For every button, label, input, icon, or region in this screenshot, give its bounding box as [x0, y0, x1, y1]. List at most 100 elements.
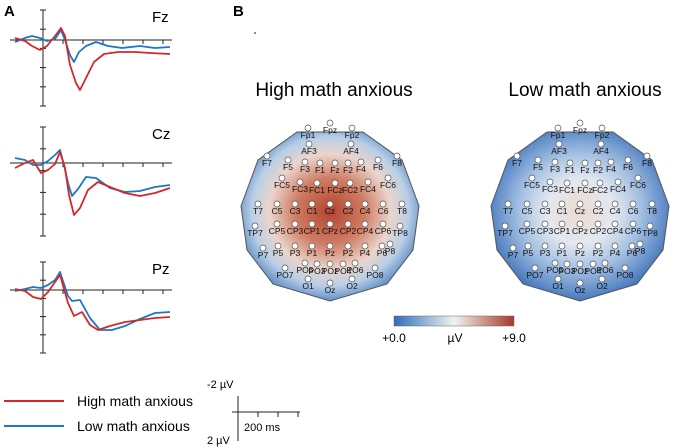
scale-top-label: -2 µV: [207, 379, 234, 391]
electrode-fc4: [614, 178, 622, 186]
colorbar-gradient: [393, 315, 515, 327]
electrode-f2: [344, 159, 352, 167]
electrode-po7: [531, 264, 539, 272]
electrode-label: O1: [302, 281, 314, 291]
electrode-label: CP3: [287, 226, 304, 236]
electrode-label: FC6: [380, 180, 396, 190]
electrode-label: Pz: [575, 248, 585, 258]
erp-plot-fz: Fz: [10, 9, 172, 107]
electrode-label: Cz: [575, 206, 585, 216]
electrode-label: CP1: [304, 226, 321, 236]
electrode-label: PO7: [526, 270, 543, 280]
electrode-fz: [581, 159, 589, 167]
electrode-label: Cz: [325, 206, 335, 216]
electrode-c3: [541, 200, 549, 208]
electrode-af3: [555, 140, 563, 148]
electrode-fp1: [304, 124, 312, 132]
erp-plot-pz: Pz: [10, 261, 172, 354]
electrode-p4: [611, 242, 619, 250]
electrode-label: CPz: [322, 226, 338, 236]
erp-plot-cz: Cz: [10, 126, 172, 237]
electrode-label: Fz: [580, 165, 589, 175]
electrode-label: FC5: [274, 180, 290, 190]
electrode-label: PO6: [346, 265, 363, 275]
electrode-label: CP6: [375, 226, 392, 236]
electrode-po5: [551, 259, 559, 267]
electrode-label: FC1: [559, 185, 575, 195]
erp-trace-low: [14, 29, 171, 63]
erp-trace-low: [14, 271, 171, 331]
electrode-c2: [344, 200, 352, 208]
electrode-c5: [523, 200, 531, 208]
scale-bar: -2 µV 2 µV 200 ms: [207, 379, 300, 447]
electrode-label: F2: [343, 165, 353, 175]
electrode-cp5: [523, 220, 531, 228]
electrode-tp8: [396, 222, 404, 230]
electrode-fz: [331, 159, 339, 167]
electrode-cp4: [361, 220, 369, 228]
electrode-label: C2: [593, 206, 604, 216]
electrode-f5: [284, 156, 292, 164]
electrode-label: C6: [628, 206, 639, 216]
electrode-label: C4: [610, 206, 621, 216]
electrode-label: Fpz: [323, 125, 337, 135]
electrode-label: AF3: [551, 146, 567, 156]
electrode-cp1: [558, 220, 566, 228]
electrode-label: F4: [606, 164, 616, 174]
electrode-p7: [509, 244, 517, 252]
electrode-o1: [554, 275, 562, 283]
electrode-f8: [393, 152, 401, 160]
electrode-label: T7: [253, 206, 263, 216]
electrode-o2: [348, 275, 356, 283]
electrode-po4: [589, 260, 597, 268]
colorbar-max-label: +9.0: [502, 331, 526, 345]
electrode-p8: [636, 240, 644, 248]
electrode-cz: [326, 200, 334, 208]
electrode-label: TP8: [392, 228, 408, 238]
electrode-c1: [308, 200, 316, 208]
electrode-label: FC2: [342, 185, 358, 195]
electrode-label: AF4: [343, 146, 359, 156]
electrode-label: F2: [593, 165, 603, 175]
electrode-t8: [648, 200, 656, 208]
electrode-f1: [566, 159, 574, 167]
electrode-tp7: [251, 222, 259, 230]
electrode-c6: [379, 200, 387, 208]
electrode-label: P4: [360, 248, 371, 258]
electrode-fc3: [546, 178, 554, 186]
electrode-t7: [254, 200, 262, 208]
electrode-po3: [563, 260, 571, 268]
electrode-f4: [357, 158, 365, 166]
electrode-po7: [281, 264, 289, 272]
electrode-p6: [628, 242, 636, 250]
electrode-f7: [263, 152, 271, 160]
electrode-label: FC4: [610, 184, 626, 194]
electrode-pz: [576, 242, 584, 250]
electrode-label: PO3: [308, 266, 325, 276]
electrode-label: P6: [377, 248, 388, 258]
electrode-po4: [339, 260, 347, 268]
electrode-cp6: [379, 220, 387, 228]
panel-a-label: A: [4, 3, 15, 20]
electrode-p1: [558, 242, 566, 250]
colorbar-unit-label: µV: [448, 331, 463, 345]
electrode-label: POz: [322, 266, 339, 276]
electrode-f6: [624, 156, 632, 164]
electrode-label: PO8: [366, 270, 383, 280]
erp-panels: Fz Cz Pz: [10, 9, 172, 354]
electrode-label: PO3: [558, 266, 575, 276]
scale-bottom-label: 2 µV: [207, 435, 231, 447]
electrode-label: F3: [550, 164, 560, 174]
electrode-label: P8: [385, 246, 396, 256]
electrode-label: Fp1: [301, 130, 316, 140]
electrode-po8: [371, 264, 379, 272]
electrode-cpz: [326, 220, 334, 228]
electrode-label: C1: [307, 206, 318, 216]
electrode-f2: [594, 159, 602, 167]
electrode-label: P6: [627, 248, 638, 258]
electrode-fc1: [563, 179, 571, 187]
electrode-label: Fp2: [345, 130, 360, 140]
electrode-fpz: [576, 119, 584, 127]
electrode-p7: [259, 244, 267, 252]
